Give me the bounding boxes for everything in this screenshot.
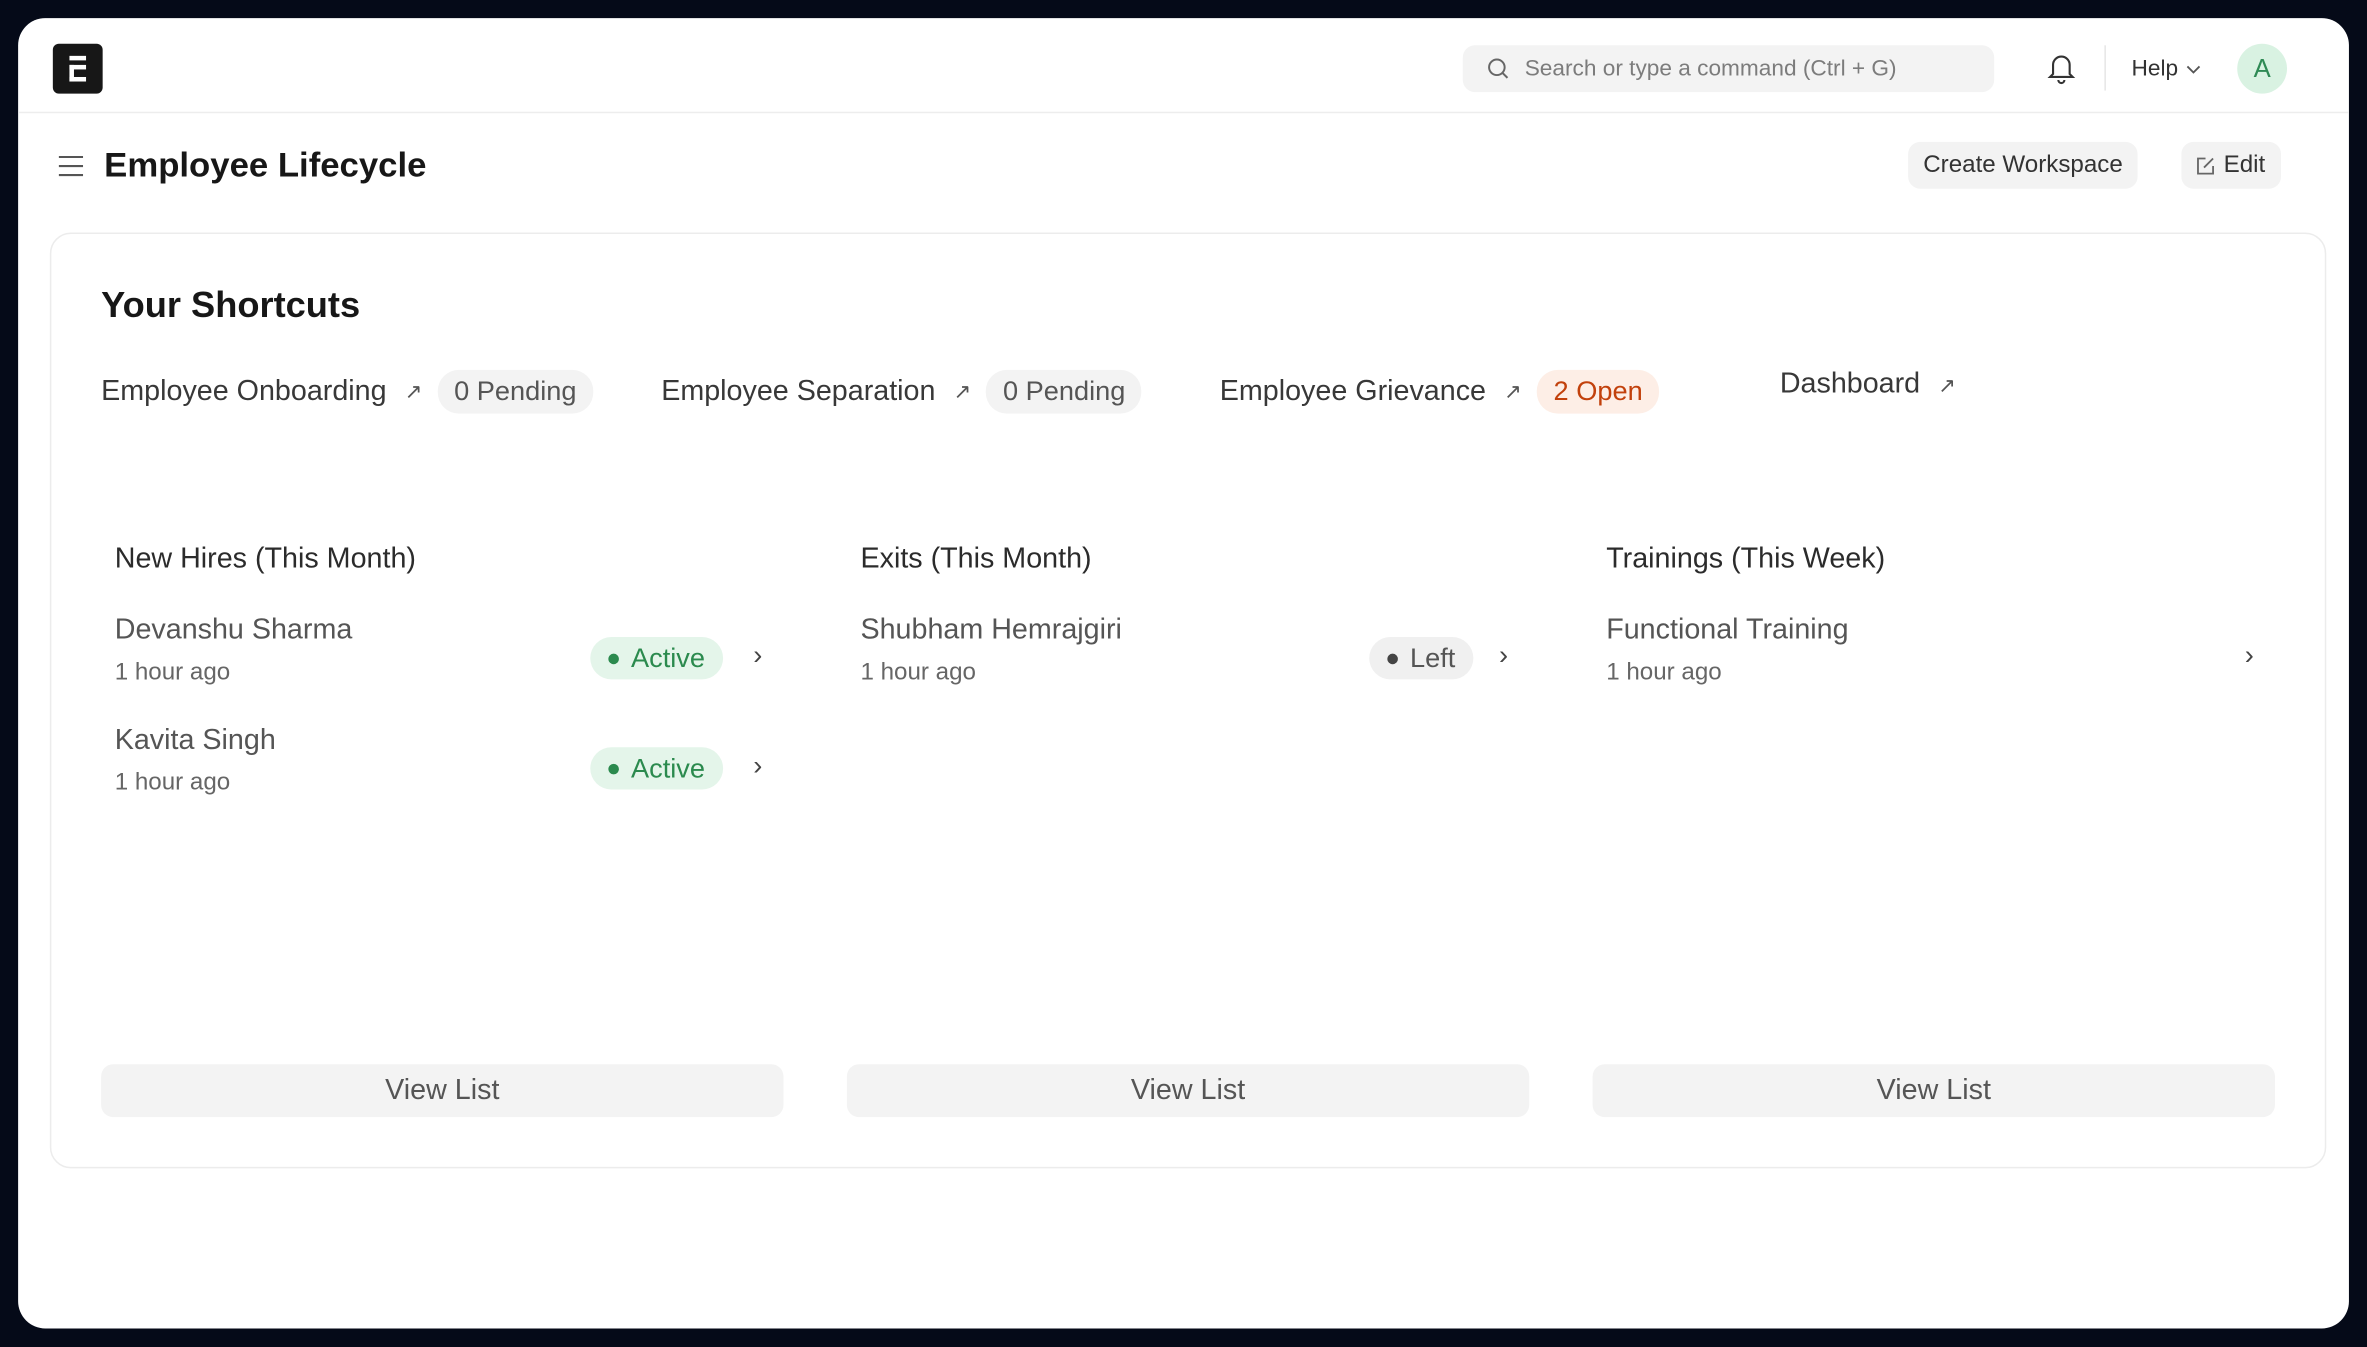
list-item[interactable]: Devanshu Sharma 1 hour ago Active › — [101, 543, 783, 685]
count-badge: 0 Pending — [986, 369, 1142, 414]
status-label: Active — [631, 642, 706, 673]
shortcut-employee-grievance[interactable]: Employee Grievance ↗ 2 Open — [1219, 369, 1660, 414]
status-label: Left — [1409, 642, 1456, 673]
chevron-down-icon — [2186, 65, 2200, 73]
list-title: Exits (This Month) — [860, 543, 1092, 576]
page-title: Employee Lifecycle — [104, 144, 427, 185]
shortcut-label: Employee Separation — [661, 375, 936, 407]
item-name: Kavita Singh — [114, 724, 276, 757]
status-badge: Active — [590, 637, 724, 680]
item-time: 1 hour ago — [860, 659, 976, 686]
edit-button[interactable]: Edit — [2181, 141, 2281, 189]
edit-icon — [2197, 156, 2214, 174]
shortcuts-title: Your Shortcuts — [101, 285, 361, 327]
chevron-right-icon[interactable]: › — [2244, 640, 2254, 671]
item-time: 1 hour ago — [1606, 659, 1722, 686]
shortcut-label: Employee Grievance — [1219, 375, 1487, 407]
view-list-button[interactable]: View List — [101, 1064, 784, 1118]
chevron-right-icon[interactable]: › — [1499, 640, 1509, 671]
shortcut-label: Dashboard — [1779, 368, 1921, 401]
shortcut-label: Employee Onboarding — [101, 375, 387, 407]
exits-list: Exits (This Month) Shubham Hemrajgiri 1 … — [847, 543, 1529, 685]
chevron-right-icon[interactable]: › — [753, 750, 763, 781]
list-title: New Hires (This Month) — [114, 543, 416, 576]
bell-icon[interactable] — [2047, 53, 2076, 85]
chevron-right-icon[interactable]: › — [753, 640, 763, 671]
edit-label: Edit — [2223, 151, 2266, 178]
count-badge: 2 Open — [1536, 369, 1660, 414]
new-hires-list: New Hires (This Month) Devanshu Sharma 1… — [101, 543, 783, 795]
arrow-up-right-icon: ↗ — [1504, 378, 1522, 404]
count-badge: 0 Pending — [437, 369, 594, 414]
view-list-button[interactable]: View List — [846, 1064, 1530, 1118]
item-name: Functional Training — [1606, 614, 1849, 647]
search-bar[interactable]: Search or type a command (Ctrl + G) — [1462, 45, 1995, 93]
help-label: Help — [2131, 55, 2179, 82]
shortcut-employee-onboarding[interactable]: Employee Onboarding ↗ 0 Pending — [101, 369, 594, 414]
arrow-up-right-icon: ↗ — [1938, 372, 1956, 397]
shortcut-employee-separation[interactable]: Employee Separation ↗ 0 Pending — [661, 369, 1142, 414]
arrow-up-right-icon: ↗ — [953, 378, 972, 404]
list-title: Trainings (This Week) — [1606, 543, 1886, 576]
app-logo[interactable] — [52, 43, 103, 94]
list-item[interactable]: Shubham Hemrajgiri 1 hour ago Left › — [847, 543, 1529, 685]
item-time: 1 hour ago — [114, 769, 231, 796]
status-dot — [608, 763, 619, 774]
list-item[interactable]: Kavita Singh 1 hour ago Active › — [101, 654, 783, 796]
status-dot — [1387, 652, 1398, 664]
create-workspace-button[interactable]: Create Workspace — [1908, 141, 2138, 189]
shortcut-dashboard[interactable]: Dashboard ↗ — [1780, 368, 1971, 401]
menu-icon[interactable] — [57, 154, 84, 178]
search-placeholder: Search or type a command (Ctrl + G) — [1524, 55, 1897, 82]
app-window: Search or type a command (Ctrl + G) Help… — [18, 18, 2349, 1329]
navbar: Search or type a command (Ctrl + G) Help… — [18, 18, 2349, 114]
status-badge: Active — [590, 747, 724, 790]
item-name: Shubham Hemrajgiri — [860, 614, 1122, 647]
view-list-button[interactable]: View List — [1592, 1064, 2275, 1118]
help-dropdown[interactable]: Help — [2132, 56, 2201, 82]
status-dot — [608, 652, 619, 664]
workspace-card: Your Shortcuts Employee Onboarding ↗ 0 Pen… — [49, 232, 2327, 1169]
list-item[interactable]: Functional Training 1 hour ago › — [1593, 543, 2275, 685]
status-label: Active — [631, 752, 706, 783]
item-time: 1 hour ago — [114, 659, 231, 686]
divider — [2104, 45, 2106, 91]
trainings-list: Trainings (This Week) Functional Trainin… — [1593, 543, 2275, 685]
item-name: Devanshu Sharma — [114, 614, 353, 647]
arrow-up-right-icon: ↗ — [404, 378, 423, 404]
search-icon — [1488, 58, 1509, 79]
avatar[interactable]: A — [2237, 43, 2288, 94]
status-badge: Left — [1369, 637, 1474, 680]
